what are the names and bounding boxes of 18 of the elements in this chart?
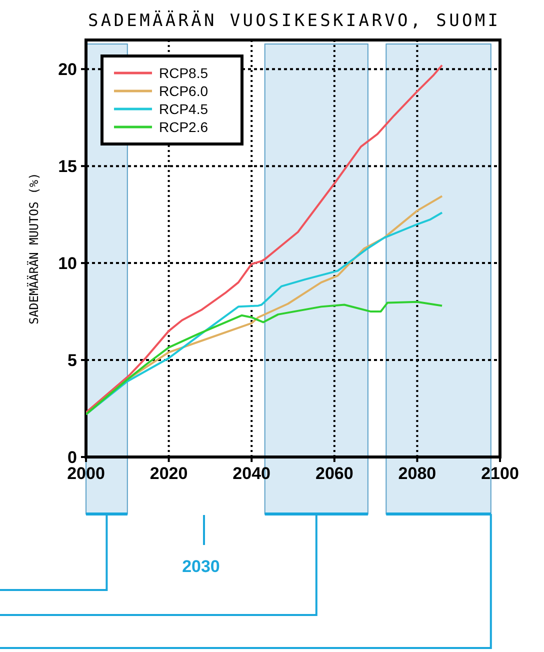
line-series (86, 64, 444, 414)
y-axis-title: SADEMÄÄRÄN MUUTOS (%) (27, 172, 41, 324)
chart-title: SADEMÄÄRÄN VUOSIKESKIARVO, SUOMI (88, 10, 498, 31)
legend-label: RCP2.6 (159, 119, 208, 135)
legend-label: RCP8.5 (159, 65, 208, 81)
x-tick-label: 2000 (67, 464, 105, 483)
x-tick-label: 2020 (150, 464, 188, 483)
y-tick-label: 15 (58, 157, 77, 176)
x-tick-label: 2060 (315, 464, 354, 483)
text: 2030 (182, 557, 220, 576)
legend-label: RCP6.0 (159, 83, 208, 99)
line-series (86, 300, 444, 416)
y-tick-label: 10 (58, 254, 77, 274)
legend-label: RCP4.5 (159, 101, 208, 117)
y-tick-label: 0 (68, 448, 77, 467)
x-tick-label: 2080 (398, 464, 436, 483)
y-tick-label: 5 (68, 351, 77, 370)
y-tick-label: 20 (58, 60, 77, 80)
